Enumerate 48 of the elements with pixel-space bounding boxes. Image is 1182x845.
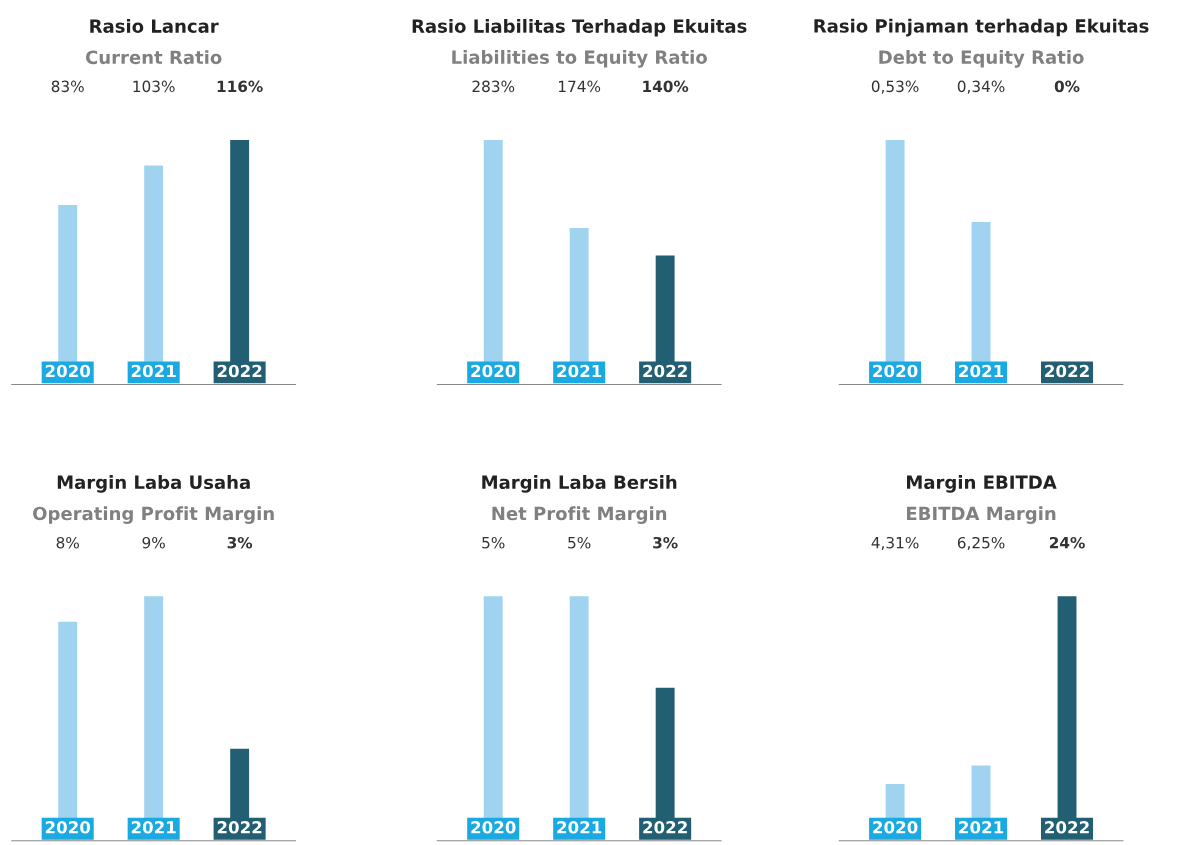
- chart-title: Margin Laba Bersih: [482, 475, 677, 493]
- data-label: 3%: [227, 536, 253, 549]
- data-label: 0,53%: [871, 80, 919, 94]
- x-tick-label: 2020: [471, 820, 516, 834]
- chart-subtitle: Net Profit Margin: [492, 506, 667, 524]
- data-label: 6,25%: [957, 536, 1005, 550]
- x-tick-label: 2022: [217, 364, 262, 378]
- chart-subtitle: Operating Profit Margin: [33, 506, 274, 524]
- data-label: 0,34%: [957, 80, 1005, 94]
- x-tick-label: 2020: [45, 364, 91, 378]
- data-label: 4,31%: [871, 536, 919, 550]
- chart-subtitle: Liabilities to Equity Ratio: [452, 50, 707, 68]
- x-tick-label: 2020: [45, 820, 91, 834]
- x-tick-label: 2021: [557, 820, 602, 834]
- data-label: 9%: [142, 536, 165, 549]
- data-label: 5%: [482, 536, 505, 549]
- x-tick-label: 2021: [557, 364, 602, 378]
- x-tick-label: 2022: [643, 364, 687, 378]
- data-label: 174%: [559, 80, 601, 93]
- data-label: 3%: [653, 536, 678, 549]
- data-label: 8%: [56, 536, 79, 549]
- data-label: 83%: [51, 80, 84, 93]
- x-tick-label: 2021: [131, 364, 176, 378]
- chart-title: Rasio Lancar: [90, 18, 219, 33]
- data-label: 5%: [568, 536, 591, 549]
- chart-title: Margin EBITDA: [907, 475, 1057, 493]
- data-label: 103%: [133, 80, 175, 93]
- chart-subtitle: Debt to Equity Ratio: [879, 50, 1084, 68]
- x-tick-label: 2020: [873, 820, 918, 834]
- data-label: 116%: [217, 80, 263, 93]
- x-tick-label: 2022: [643, 820, 687, 834]
- x-tick-label: 2020: [873, 364, 918, 378]
- chart-subtitle: Current Ratio: [85, 50, 222, 65]
- x-tick-label: 2022: [1045, 364, 1089, 378]
- data-label: 0%: [1054, 80, 1080, 93]
- x-tick-label: 2022: [217, 820, 262, 834]
- x-tick-label: 2022: [1045, 820, 1089, 834]
- x-tick-label: 2021: [959, 364, 1004, 378]
- data-label: 140%: [643, 80, 689, 93]
- chart-title: Rasio Pinjaman terhadap Ekuitas: [814, 18, 1149, 37]
- x-tick-label: 2021: [959, 820, 1004, 834]
- data-label: 283%: [472, 80, 515, 93]
- x-tick-label: 2020: [471, 364, 516, 378]
- x-tick-label: 2021: [131, 820, 176, 834]
- chart-title: Margin Laba Usaha: [57, 475, 250, 493]
- chart-title: Rasio Liabilitas Terhadap Ekuitas: [412, 18, 747, 37]
- data-label: 24%: [1049, 536, 1085, 549]
- chart-subtitle: EBITDA Margin: [907, 506, 1056, 524]
